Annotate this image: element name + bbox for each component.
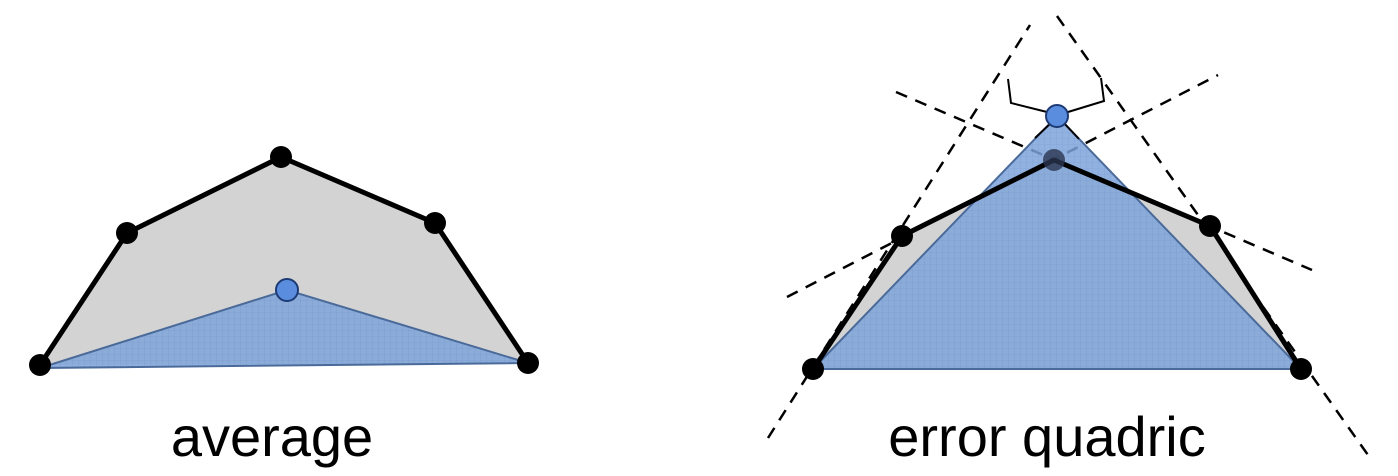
- caption-average: average: [171, 405, 373, 468]
- vertex: [891, 225, 913, 247]
- plane-line-left-steep: [766, 24, 1032, 439]
- vertex: [802, 358, 824, 380]
- vertex: [1199, 215, 1221, 237]
- error-quadric-panel: error quadric: [766, 15, 1370, 468]
- vertex: [517, 352, 539, 374]
- vertex: [1043, 149, 1065, 171]
- vertex: [270, 146, 292, 168]
- optimal-vertex: [1045, 104, 1069, 128]
- collapsed-polygon: [39, 288, 529, 369]
- vertex: [424, 212, 446, 234]
- distance-bracket-left: [1007, 78, 1048, 113]
- vertex: [1290, 358, 1312, 380]
- distance-bracket-right: [1067, 77, 1106, 113]
- distance-tick-right: [1062, 121, 1080, 140]
- vertex: [29, 354, 51, 376]
- plane-line-right-steep: [1055, 15, 1370, 456]
- collapsed-polygon: [810, 114, 1304, 370]
- average-panel: average: [29, 146, 539, 468]
- vertex: [116, 222, 138, 244]
- original-polygon: [40, 157, 528, 365]
- caption-error-quadric: error quadric: [888, 405, 1205, 468]
- averaged-vertex: [275, 278, 299, 302]
